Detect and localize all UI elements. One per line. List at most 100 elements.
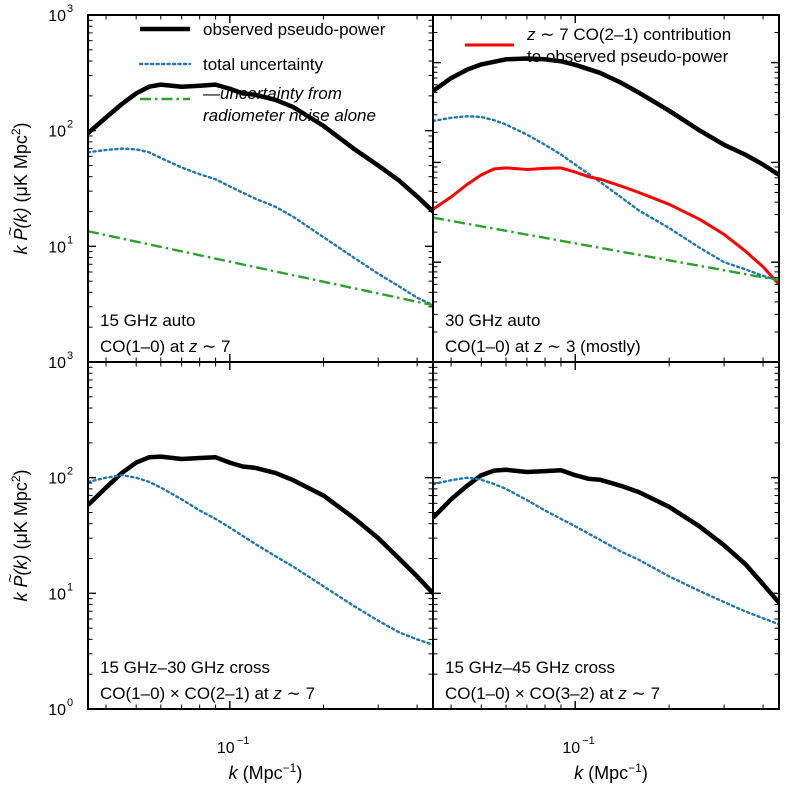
x-label-unit: (Mpc bbox=[238, 763, 283, 783]
label-z: z bbox=[533, 337, 543, 356]
x-label-close: ) bbox=[642, 763, 648, 783]
legend-label: observed pseudo-power bbox=[203, 20, 386, 39]
series-line-dashdot-2 bbox=[88, 230, 433, 307]
y-tick-label-exp: 1 bbox=[67, 234, 73, 246]
series-line-dotted-1 bbox=[88, 147, 433, 307]
y-tick-label: 10 bbox=[48, 124, 66, 141]
label-text: CO(1–0) × CO(2–1) at bbox=[100, 684, 273, 703]
y-tick-label: 10 bbox=[48, 471, 66, 488]
y-tick-label: 10 bbox=[48, 702, 66, 719]
x-tick-label-exp: −1 bbox=[582, 735, 595, 747]
tick-base: 10 bbox=[48, 8, 66, 25]
y-label-arg: (k) bbox=[11, 208, 31, 229]
y-label-tilde: ~ bbox=[2, 227, 19, 236]
y-label-sup: 2 bbox=[9, 128, 23, 135]
legend-label-line2: radiometer noise alone bbox=[203, 106, 376, 125]
y-axis-label: k P(k) (μK Mpc2) bbox=[9, 122, 31, 254]
x-axis-label: k (Mpc−1) bbox=[574, 761, 648, 783]
label-text: ∼ 7 bbox=[197, 337, 230, 356]
x-tick-label-exp: −1 bbox=[237, 735, 250, 747]
series-group bbox=[433, 56, 779, 286]
panel-label-line2: CO(1–0) × CO(2–1) at z ∼ 7 bbox=[100, 684, 315, 703]
y-tick-label: 10 bbox=[48, 239, 66, 256]
x-label-sup: −1 bbox=[283, 761, 297, 775]
legend-z: z bbox=[526, 25, 536, 44]
y-tick-label: 10 bbox=[48, 355, 66, 372]
label-text: CO(1–0) at bbox=[100, 337, 189, 356]
panel-label-line2: CO(1–0) at z ∼ 3 (mostly) bbox=[445, 337, 641, 356]
x-label-unit: (Mpc bbox=[583, 763, 628, 783]
series-group bbox=[88, 82, 433, 307]
label-text: CO(1–0) × CO(3–2) at bbox=[445, 684, 618, 703]
x-tick-label: 10 bbox=[217, 740, 235, 757]
label-z: z bbox=[617, 684, 627, 703]
panel-label-line2: CO(1–0) at z ∼ 7 bbox=[100, 337, 230, 356]
y-label-unit: (μK Mpc bbox=[11, 482, 31, 554]
label-text: ∼ 3 (mostly) bbox=[542, 337, 640, 356]
tick-base: 10 bbox=[48, 239, 66, 256]
series-line-solid-thick-0 bbox=[88, 454, 433, 595]
y-tick-label-exp: 3 bbox=[67, 350, 73, 362]
series-line-dotted-1 bbox=[433, 115, 779, 283]
label-z: z bbox=[272, 684, 282, 703]
y-tick-label-exp: 2 bbox=[67, 466, 73, 478]
series-line-solid-thick-0 bbox=[433, 467, 779, 605]
series-line-solid-2 bbox=[433, 166, 779, 286]
series-group bbox=[433, 467, 779, 626]
tick-base: 10 bbox=[48, 355, 66, 372]
y-label-p: P bbox=[11, 576, 31, 588]
panel-label-line1: 15 GHz–30 GHz cross bbox=[100, 658, 270, 677]
series-group bbox=[88, 454, 433, 646]
label-z: z bbox=[188, 337, 198, 356]
x-label-sup: −1 bbox=[628, 761, 642, 775]
y-tick-label-exp: 2 bbox=[67, 119, 73, 131]
legend-left: observed pseudo-power total uncertainty —u… bbox=[138, 20, 386, 125]
y-tick-label: 10 bbox=[48, 586, 66, 603]
panel-30ghz-auto: 30 GHz auto CO(1–0) at z ∼ 3 (mostly) bbox=[433, 14, 779, 363]
y-tick-label-exp: 1 bbox=[67, 581, 73, 593]
y-label-unit: (μK Mpc bbox=[11, 135, 31, 207]
legend-text: ∼ 7 CO(2–1) contribution bbox=[536, 25, 732, 44]
x-axis-label: k (Mpc−1) bbox=[229, 761, 303, 783]
y-label-k: k bbox=[11, 241, 31, 255]
y-label-close: ) bbox=[11, 469, 31, 475]
panel-15-45-cross: 15 GHz–45 GHz cross CO(1–0) × CO(3–2) at … bbox=[433, 361, 779, 710]
x-label-k: k bbox=[574, 763, 584, 783]
legend-label: total uncertainty bbox=[203, 55, 324, 74]
panel-label-line2: CO(1–0) × CO(3–2) at z ∼ 7 bbox=[445, 684, 660, 703]
series-line-solid-thick-0 bbox=[88, 82, 433, 214]
tick-base: 10 bbox=[48, 586, 66, 603]
label-text: CO(1–0) at bbox=[445, 337, 534, 356]
series-line-solid-thick-0 bbox=[433, 56, 779, 177]
legend-right: z ∼ 7 CO(2–1) contribution to observed ps… bbox=[465, 25, 731, 66]
y-label-tilde: ~ bbox=[2, 574, 19, 583]
panel-label-line1: 15 GHz auto bbox=[100, 311, 195, 330]
panel-15-30-cross: 15 GHz–30 GHz cross CO(1–0) × CO(2–1) at … bbox=[88, 361, 433, 710]
series-line-dotted-1 bbox=[88, 474, 433, 646]
y-tick-label-exp: 3 bbox=[67, 3, 73, 15]
tick-base: 10 bbox=[48, 124, 66, 141]
y-label-k: k bbox=[11, 588, 31, 602]
series-line-dotted-1 bbox=[433, 476, 779, 626]
y-label-sup: 2 bbox=[9, 475, 23, 482]
x-label-close: ) bbox=[296, 763, 302, 783]
legend-label-line1: z ∼ 7 CO(2–1) contribution bbox=[526, 25, 731, 44]
series-line-dashdot-3 bbox=[433, 216, 779, 282]
y-axis-label: k P(k) (μK Mpc2) bbox=[9, 469, 31, 601]
label-text: ∼ 7 bbox=[627, 684, 660, 703]
tick-base: 10 bbox=[48, 702, 66, 719]
y-label-close: ) bbox=[11, 122, 31, 128]
x-label-k: k bbox=[229, 763, 239, 783]
legend-label-line1: —uncertainty from bbox=[202, 84, 342, 103]
y-tick-label: 10 bbox=[48, 8, 66, 25]
y-tick-label-exp: 0 bbox=[67, 697, 73, 709]
tick-base: 10 bbox=[48, 471, 66, 488]
legend-label-line2: to observed pseudo-power bbox=[527, 47, 729, 66]
y-label-p: P bbox=[11, 229, 31, 241]
panel-label-line1: 15 GHz–45 GHz cross bbox=[445, 658, 615, 677]
panel-label-line1: 30 GHz auto bbox=[445, 311, 540, 330]
label-text: ∼ 7 bbox=[282, 684, 315, 703]
y-label-arg: (k) bbox=[11, 555, 31, 576]
x-tick-label: 10 bbox=[562, 740, 580, 757]
